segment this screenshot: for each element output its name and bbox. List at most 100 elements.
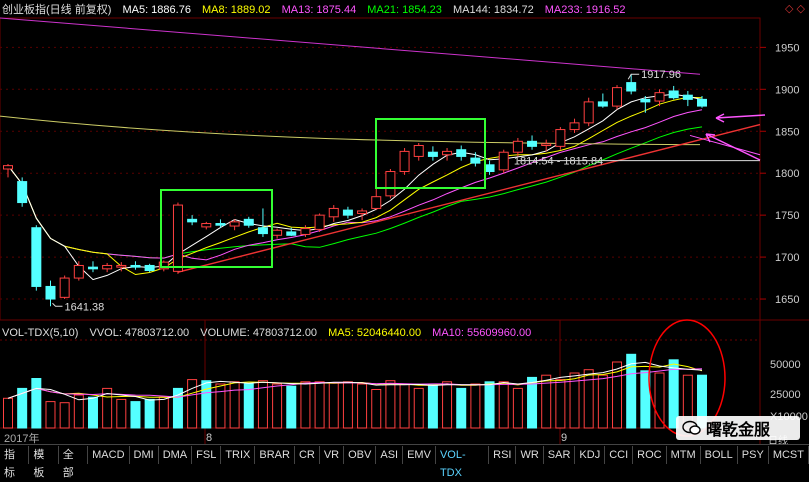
tab-vr[interactable]: VR bbox=[320, 446, 345, 464]
corner-diamond-icon[interactable]: ◇ ◇ bbox=[785, 3, 805, 15]
volume-bar-up bbox=[597, 374, 608, 429]
tab-dma[interactable]: DMA bbox=[159, 446, 193, 464]
tab-boll[interactable]: BOLL bbox=[701, 446, 738, 464]
tab-指标[interactable]: 指标 bbox=[0, 446, 30, 479]
candle-down bbox=[342, 209, 353, 216]
volume-bar-up bbox=[654, 372, 665, 429]
arrow-icon bbox=[715, 113, 766, 123]
year-label: 2017年 bbox=[4, 433, 40, 445]
volume-bar-up bbox=[569, 372, 580, 429]
volume-bar-up bbox=[3, 397, 13, 429]
tab-asi[interactable]: ASI bbox=[376, 446, 404, 464]
volume-bar-down bbox=[427, 383, 438, 429]
candle-up bbox=[612, 87, 623, 107]
vol-vvol-line bbox=[7, 361, 703, 401]
volume-bar-up bbox=[116, 398, 127, 429]
ma5-value: MA5: 1886.76 bbox=[122, 4, 191, 16]
candle-up bbox=[158, 261, 169, 270]
tab-wr[interactable]: WR bbox=[516, 446, 544, 464]
tab-全部[interactable]: 全部 bbox=[59, 446, 89, 479]
tab-emv[interactable]: EMV bbox=[403, 446, 436, 464]
volume-bar-up bbox=[413, 387, 424, 429]
tab-kdj[interactable]: KDJ bbox=[575, 446, 606, 464]
tab-dmi[interactable]: DMI bbox=[130, 446, 159, 464]
candle-up bbox=[583, 101, 594, 124]
tab-vol-tdx[interactable]: VOL-TDX bbox=[436, 446, 490, 479]
candle-up bbox=[172, 204, 183, 272]
day-label: 日线 bbox=[768, 436, 788, 447]
tab-fsl[interactable]: FSL bbox=[192, 446, 222, 464]
tab-mtm[interactable]: MTM bbox=[667, 446, 701, 464]
tab-模板[interactable]: 模板 bbox=[29, 446, 59, 479]
candle-up bbox=[498, 151, 509, 171]
candle-up bbox=[541, 143, 552, 147]
price-tick-label: 1800 bbox=[775, 168, 799, 180]
tab-obv[interactable]: OBV bbox=[344, 446, 377, 464]
volume-bar-down bbox=[640, 370, 651, 429]
volume-bar-up bbox=[612, 361, 623, 429]
volume-bar-down bbox=[527, 376, 538, 429]
volume-bar-up bbox=[555, 379, 566, 429]
candle-down bbox=[130, 264, 141, 268]
volume-bar-up bbox=[215, 383, 226, 429]
volume-bar-up bbox=[272, 383, 283, 429]
volume-bar-up bbox=[357, 383, 368, 429]
tab-mcst[interactable]: MCST bbox=[769, 446, 809, 464]
volume-bar-up bbox=[328, 382, 339, 429]
month-label: 8 bbox=[206, 432, 212, 444]
candle-up bbox=[371, 196, 382, 209]
ma13-line bbox=[7, 109, 703, 261]
candle-up bbox=[399, 150, 410, 173]
candle-down bbox=[697, 98, 707, 107]
candle-down bbox=[527, 140, 538, 147]
candle-down bbox=[45, 285, 56, 300]
tab-roc[interactable]: ROC bbox=[633, 446, 667, 464]
price-tick-label: 1650 bbox=[775, 294, 799, 306]
volume-bar-up bbox=[512, 387, 523, 429]
volume-bar-up bbox=[73, 394, 84, 429]
ma5-line bbox=[7, 93, 703, 281]
ma-extension-line bbox=[689, 134, 761, 156]
tab-cci[interactable]: CCI bbox=[605, 446, 634, 464]
volume-bar-up bbox=[470, 383, 481, 429]
tab-rsi[interactable]: RSI bbox=[489, 446, 517, 464]
candle-up bbox=[59, 277, 70, 298]
vol-indicator-name: VOL-TDX(5,10) bbox=[2, 327, 79, 339]
volume-bar-up bbox=[300, 381, 311, 429]
candle-down bbox=[286, 231, 297, 236]
highlight-box-1 bbox=[160, 189, 273, 268]
kline-chart[interactable]: 19501900185018001750170016505000025000X1… bbox=[0, 0, 809, 444]
volume-tick-label: 25000 bbox=[770, 389, 801, 401]
tab-psy[interactable]: PSY bbox=[738, 446, 769, 464]
tab-sar[interactable]: SAR bbox=[544, 446, 576, 464]
candle-down bbox=[187, 218, 198, 223]
candle-down bbox=[243, 218, 254, 226]
price-tick-label: 1950 bbox=[775, 42, 799, 54]
tab-macd[interactable]: MACD bbox=[88, 446, 130, 464]
highlight-box-2 bbox=[375, 118, 486, 189]
candle-up bbox=[201, 223, 212, 228]
candle-down bbox=[626, 82, 637, 92]
indicator-tab-bar: 指标 模板 全部 MACD DMI DMA FSL TRIX BRAR CR VR OBV ASI EMV… bbox=[0, 444, 809, 479]
candle-up bbox=[102, 264, 113, 270]
volume-bar-up bbox=[442, 381, 453, 429]
candle-up bbox=[3, 165, 13, 170]
volume-bar-up bbox=[385, 380, 396, 429]
tab-cr[interactable]: CR bbox=[295, 446, 320, 464]
candle-up bbox=[512, 140, 523, 153]
volume-bar-up bbox=[59, 402, 70, 429]
tab-brar[interactable]: BRAR bbox=[255, 446, 295, 464]
volume-bar-up bbox=[342, 381, 353, 429]
candle-up bbox=[654, 92, 665, 102]
candle-down bbox=[427, 151, 438, 157]
price-tick-label: 1850 bbox=[775, 126, 799, 138]
price-tick-label: 1700 bbox=[775, 252, 799, 264]
tab-trix[interactable]: TRIX bbox=[221, 446, 256, 464]
chart-title: 创业板指(日线 前复权) bbox=[2, 4, 112, 16]
candle-up bbox=[442, 150, 453, 156]
ma233-value: MA233: 1916.52 bbox=[544, 4, 626, 16]
candle-down bbox=[87, 266, 98, 270]
candle-up bbox=[385, 171, 396, 197]
volume-header: VOL-TDX(5,10) VVOL: 47803712.00 VOLUME: … bbox=[2, 325, 539, 341]
candle-down bbox=[597, 101, 608, 107]
